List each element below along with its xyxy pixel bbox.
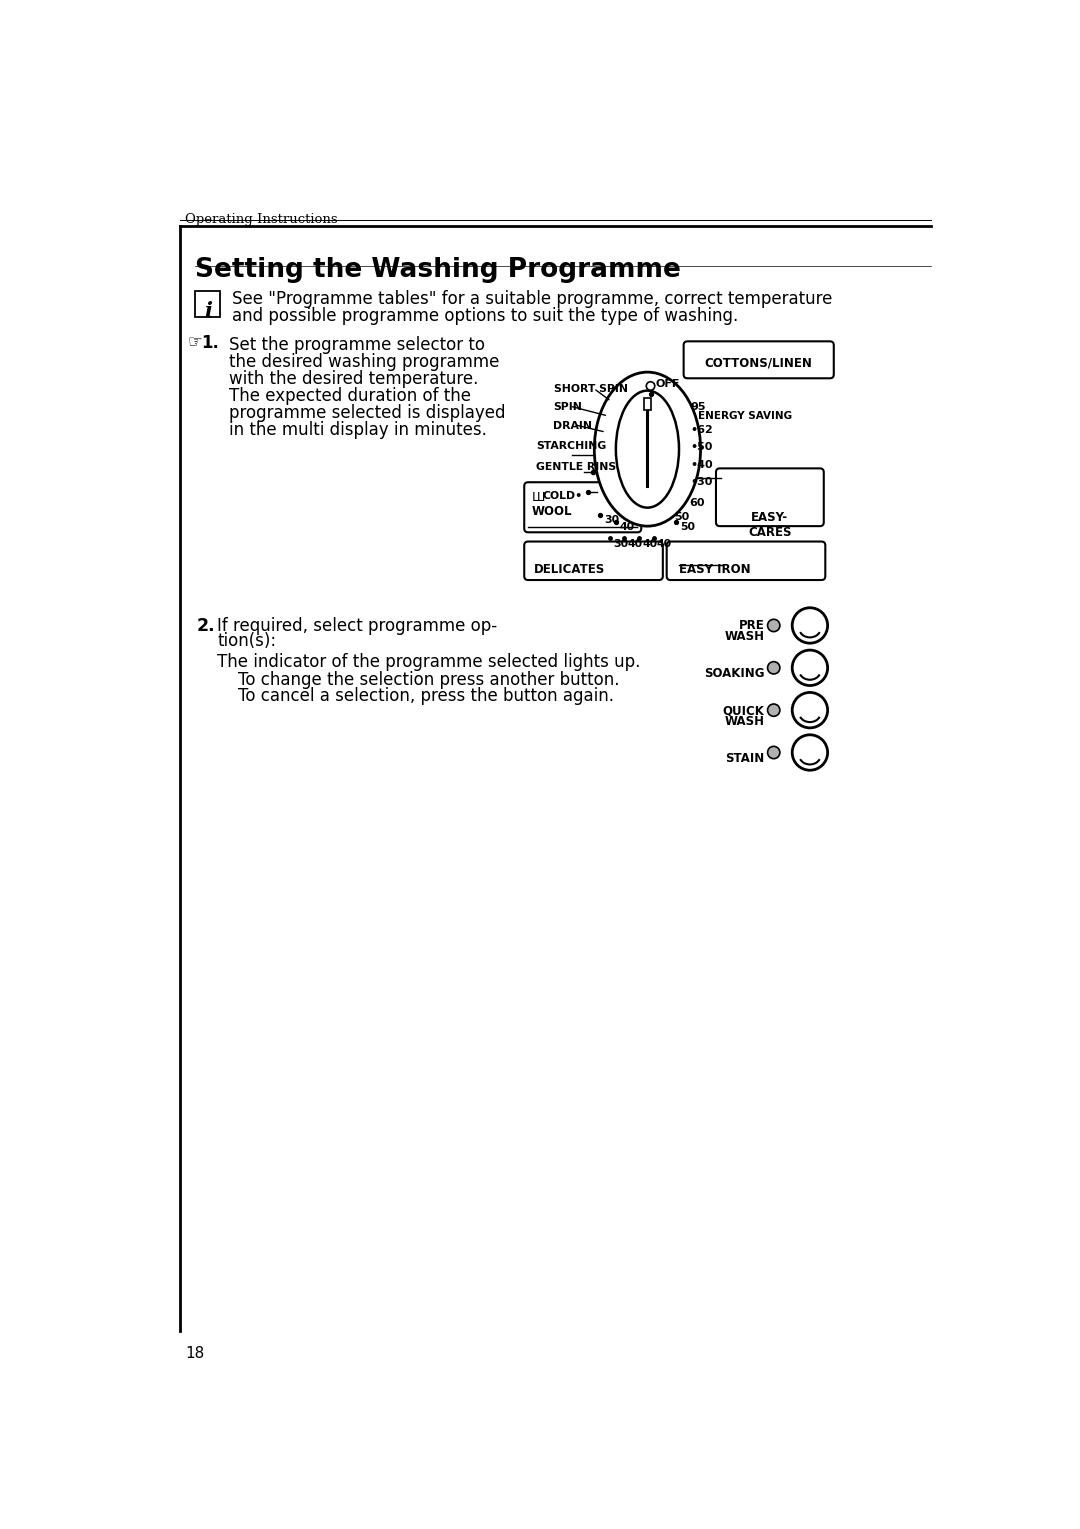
FancyBboxPatch shape	[716, 468, 824, 526]
Circle shape	[646, 382, 654, 390]
Text: 30: 30	[605, 515, 620, 524]
FancyBboxPatch shape	[684, 341, 834, 378]
Text: SPIN: SPIN	[554, 402, 582, 413]
FancyBboxPatch shape	[195, 291, 220, 317]
FancyBboxPatch shape	[524, 482, 642, 532]
Text: To change the selection press another button.: To change the selection press another bu…	[238, 671, 619, 690]
Text: 60: 60	[689, 497, 704, 508]
Circle shape	[768, 703, 780, 716]
Text: 30: 30	[612, 540, 627, 549]
Text: EASY IRON: EASY IRON	[679, 563, 751, 576]
Circle shape	[793, 607, 827, 644]
Text: EASY-
CARES: EASY- CARES	[748, 511, 792, 538]
Text: See "Programme tables" for a suitable programme, correct temperature: See "Programme tables" for a suitable pr…	[231, 289, 832, 307]
Text: 1.: 1.	[202, 335, 219, 352]
FancyBboxPatch shape	[644, 399, 651, 410]
Text: with the desired temperature.: with the desired temperature.	[229, 370, 478, 388]
Circle shape	[793, 693, 827, 728]
Text: COTTONS/LINEN: COTTONS/LINEN	[704, 356, 812, 370]
Text: ENERGY SAVING: ENERGY SAVING	[699, 411, 793, 420]
Text: To cancel a selection, press the button again.: To cancel a selection, press the button …	[238, 687, 613, 705]
Text: Set the programme selector to: Set the programme selector to	[229, 336, 485, 353]
Text: ☞: ☞	[188, 333, 203, 352]
Circle shape	[768, 619, 780, 631]
Text: If required, select programme op-: If required, select programme op-	[217, 618, 497, 635]
Text: •62: •62	[690, 425, 713, 436]
Text: DELICATES: DELICATES	[535, 563, 606, 576]
Text: OFF: OFF	[656, 379, 679, 388]
Text: 18: 18	[186, 1346, 205, 1361]
Text: SOAKING: SOAKING	[704, 667, 765, 680]
Circle shape	[768, 746, 780, 758]
Text: QUICK: QUICK	[723, 703, 765, 717]
Text: DRAIN: DRAIN	[554, 420, 593, 431]
Text: WASH: WASH	[725, 714, 765, 728]
Text: tion(s):: tion(s):	[217, 633, 276, 650]
Text: SHORT SPIN: SHORT SPIN	[554, 384, 627, 394]
Text: 40: 40	[642, 540, 657, 549]
Text: 40: 40	[627, 540, 643, 549]
Text: the desired washing programme: the desired washing programme	[229, 353, 499, 372]
Text: WOOL: WOOL	[532, 506, 572, 518]
Text: •40: •40	[690, 460, 713, 469]
Text: The expected duration of the: The expected duration of the	[229, 387, 471, 405]
Text: The indicator of the programme selected lights up.: The indicator of the programme selected …	[217, 653, 640, 671]
Text: 50: 50	[679, 523, 694, 532]
Circle shape	[768, 662, 780, 674]
Text: in the multi display in minutes.: in the multi display in minutes.	[229, 420, 486, 439]
Text: 95: 95	[690, 402, 706, 413]
Text: STAIN: STAIN	[726, 752, 765, 764]
Text: 50: 50	[674, 512, 690, 521]
Ellipse shape	[616, 390, 679, 508]
Text: i: i	[204, 301, 212, 321]
Text: •30: •30	[690, 477, 713, 486]
Text: Setting the Washing Programme: Setting the Washing Programme	[195, 257, 681, 283]
Text: •50: •50	[690, 442, 713, 453]
Text: COLD•: COLD•	[543, 491, 583, 502]
Circle shape	[793, 650, 827, 685]
Text: WASH: WASH	[725, 630, 765, 644]
Text: Operating Instructions: Operating Instructions	[186, 213, 338, 226]
Text: STARCHING: STARCHING	[536, 442, 606, 451]
Text: and possible programme options to suit the type of washing.: and possible programme options to suit t…	[231, 307, 738, 324]
Text: GENTLE RINSE: GENTLE RINSE	[536, 462, 623, 472]
Text: Ш: Ш	[532, 491, 545, 505]
FancyBboxPatch shape	[666, 541, 825, 579]
Ellipse shape	[594, 372, 701, 526]
Text: programme selected is displayed: programme selected is displayed	[229, 404, 505, 422]
Text: 2.: 2.	[197, 618, 215, 635]
Circle shape	[793, 735, 827, 771]
Text: 40: 40	[620, 523, 635, 532]
Text: PRE: PRE	[739, 619, 765, 633]
FancyBboxPatch shape	[524, 541, 663, 579]
Text: 40: 40	[657, 540, 672, 549]
